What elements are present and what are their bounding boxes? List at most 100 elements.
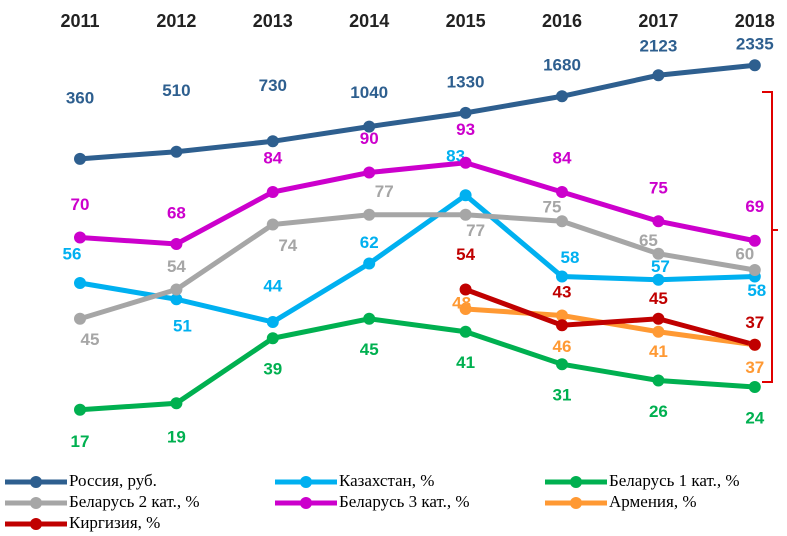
data-label: 56 [63,244,82,263]
point [556,90,568,103]
data-label: 84 [553,148,572,167]
data-label: 19 [167,428,186,447]
data-label: 1680 [543,56,581,75]
point [652,247,665,260]
point [652,69,665,82]
data-label: 74 [278,236,297,255]
series-line [79,212,756,322]
legend-label: Россия, руб. [69,471,157,490]
legend-label: Киргизия, % [69,513,160,532]
data-label: 41 [649,342,668,361]
point [74,152,86,165]
bracket [762,91,778,383]
legend-marker [300,497,312,509]
point [363,120,376,133]
point [556,186,568,198]
x-tick-label: 2012 [156,11,196,31]
data-label: 510 [162,81,190,100]
data-label: 44 [263,276,282,295]
data-label: 45 [649,289,668,308]
point [266,332,279,345]
data-label: 1040 [350,83,388,102]
series-line [79,316,755,413]
point [170,397,183,410]
point [556,358,568,371]
point [459,325,472,338]
x-tick-label: 2014 [349,11,389,31]
data-label: 77 [466,221,485,240]
legend-label: Казахстан, % [339,471,434,490]
legend-marker [30,476,42,488]
legend-marker [300,476,312,488]
data-label: 60 [735,244,754,263]
x-tick-label: 2017 [638,11,678,31]
legend-marker [30,518,42,530]
series-line [464,287,756,348]
point [459,283,472,296]
data-label: 46 [553,337,572,356]
point [170,283,183,296]
point [459,189,472,202]
point [748,264,761,276]
data-label: 58 [561,248,580,267]
x-tick-label: 2011 [60,11,99,31]
point [266,135,279,148]
point [556,319,568,332]
data-label: 77 [375,182,394,201]
legend-label: Беларусь 3 кат., % [339,492,470,511]
point [363,257,376,270]
point [459,156,472,169]
point [652,325,665,338]
x-tick-label: 2013 [253,11,293,31]
data-label: 90 [360,129,379,148]
data-label: 2335 [736,35,774,54]
point [74,403,86,416]
data-label: 24 [745,408,764,427]
data-label: 75 [649,179,668,198]
x-tick-label: 2018 [735,11,775,31]
point [556,270,568,283]
point [652,374,665,387]
point [363,166,376,179]
data-label: 70 [71,195,90,214]
data-label: 39 [263,360,282,379]
data-label: 48 [452,293,471,312]
data-label: 93 [456,120,475,139]
data-label: 69 [745,197,764,216]
data-label: 51 [173,317,192,336]
point [170,145,183,158]
point [363,312,376,325]
series-line [79,160,756,247]
legend-marker [570,497,582,509]
x-tick-label: 2015 [446,11,486,31]
point [74,277,86,289]
point [459,106,472,119]
point [266,316,279,328]
point [556,215,568,228]
point [748,59,761,72]
data-label: 43 [553,283,572,302]
point [266,186,279,198]
legend-label: Армения, % [609,492,697,511]
data-label: 41 [456,353,475,372]
point [363,208,376,221]
legend-marker [30,497,42,509]
data-label: 54 [167,257,186,276]
point [748,338,761,351]
data-label: 2123 [639,37,677,56]
data-label: 57 [651,257,670,276]
x-tick-label: 2016 [542,11,582,31]
data-label: 62 [360,233,379,252]
legend-label: Беларусь 1 кат., % [609,471,740,490]
point [652,215,665,228]
series-line [465,306,756,348]
data-label: 75 [543,198,562,217]
data-label: 84 [263,148,282,167]
point [652,312,665,325]
point [748,381,761,393]
legend-label: Беларусь 2 кат., % [69,492,200,511]
data-label: 360 [66,88,94,107]
data-label: 31 [553,386,572,405]
point [74,312,86,325]
data-label: 26 [649,402,668,421]
